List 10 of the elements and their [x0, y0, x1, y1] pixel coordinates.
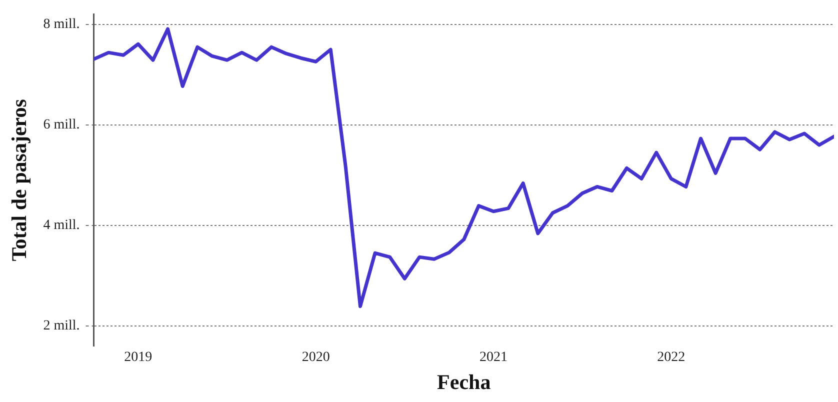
x-axis-title: Fecha	[437, 370, 492, 394]
y-tick-label: 4 mill.	[43, 218, 80, 234]
y-axis-title: Total de pasajeros	[7, 99, 32, 262]
x-tick-label: 2022	[657, 350, 686, 366]
x-tick-label: 2020	[302, 350, 330, 366]
y-tick-label: 8 mill.	[43, 17, 80, 32]
y-tick-label: 6 mill.	[43, 118, 80, 133]
x-tick-label: 2019	[124, 350, 152, 366]
x-tick-label: 2021	[479, 350, 508, 366]
y-tick-label: 2 mill.	[43, 318, 80, 334]
